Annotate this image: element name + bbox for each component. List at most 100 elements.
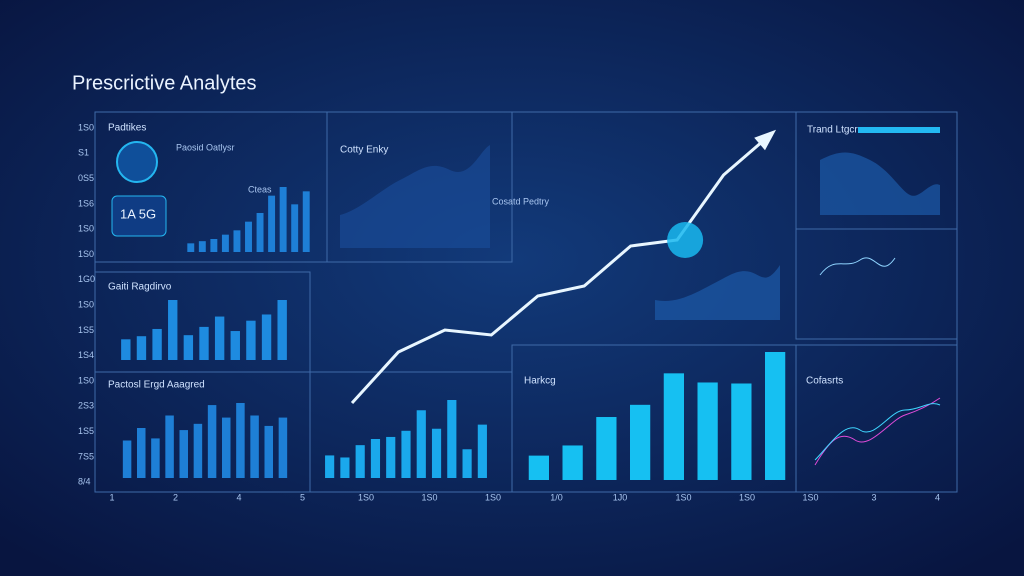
bar bbox=[302, 191, 310, 252]
bar bbox=[207, 405, 217, 478]
panel-title: Padtikes bbox=[108, 123, 146, 134]
line-deco bbox=[819, 257, 896, 276]
panel-title: Trand Ltgcr bbox=[807, 125, 858, 136]
axis-label: 1S4 bbox=[78, 350, 94, 360]
bar bbox=[193, 423, 203, 478]
bar bbox=[222, 417, 231, 478]
bar bbox=[233, 230, 241, 252]
bar bbox=[697, 382, 718, 480]
panel-title: Cofasrts bbox=[806, 376, 843, 387]
bar bbox=[630, 404, 651, 480]
axis-label: 1S0 bbox=[78, 375, 94, 385]
progress bbox=[858, 127, 940, 133]
highlight bbox=[667, 222, 704, 258]
bar bbox=[765, 352, 786, 480]
axis-label: 8/4 bbox=[78, 477, 91, 487]
axis-label: 1S5 bbox=[78, 426, 94, 436]
panels bbox=[94, 111, 958, 493]
panel bbox=[795, 228, 958, 340]
arrow-head bbox=[754, 129, 777, 151]
axis-label: 1S0 bbox=[358, 492, 374, 502]
bar bbox=[198, 241, 206, 252]
bar bbox=[168, 300, 178, 360]
axis-label: 1S0 bbox=[802, 492, 818, 502]
bar bbox=[370, 439, 381, 478]
bar bbox=[278, 417, 288, 478]
bar bbox=[663, 373, 684, 480]
axis-label: 0S5 bbox=[78, 173, 94, 183]
axis-label: 1S0 bbox=[675, 492, 691, 502]
bar bbox=[236, 403, 245, 478]
bar bbox=[386, 436, 396, 478]
axis-label: 4 bbox=[236, 492, 241, 502]
panel-title: Gaiti Ragdirvo bbox=[108, 282, 172, 293]
label: Cosatd Pedtry bbox=[492, 196, 550, 206]
page-title: Prescrictive Analytes bbox=[72, 72, 257, 94]
stat-value: 1A 5G bbox=[120, 206, 156, 221]
bar bbox=[179, 430, 188, 478]
axis-label: 1S0 bbox=[78, 249, 94, 259]
bar bbox=[416, 410, 426, 478]
area-deco bbox=[655, 265, 780, 320]
axis-label: 1G0 bbox=[78, 274, 95, 284]
bar bbox=[246, 320, 256, 360]
bar bbox=[528, 455, 549, 480]
bar bbox=[596, 417, 617, 480]
axis-label: 4 bbox=[935, 492, 940, 502]
line-deco bbox=[814, 397, 941, 466]
bar bbox=[256, 213, 264, 252]
bar bbox=[291, 204, 299, 252]
axis-label: 1/0 bbox=[550, 492, 563, 502]
bar bbox=[447, 400, 457, 478]
axis-label: 1S0 bbox=[485, 492, 501, 502]
bar bbox=[401, 430, 411, 478]
panel bbox=[326, 111, 513, 263]
bar bbox=[250, 415, 259, 478]
axis-label: 1S0 bbox=[739, 492, 755, 502]
bar bbox=[221, 234, 229, 252]
bar bbox=[245, 221, 252, 252]
bar bbox=[187, 243, 195, 252]
bar bbox=[210, 239, 218, 252]
panel-title: Pactosl Ergd Aaagred bbox=[108, 380, 205, 391]
axis-label: S1 bbox=[78, 148, 89, 158]
stat-card bbox=[111, 195, 167, 237]
axis-label: 1J0 bbox=[613, 492, 628, 502]
axis-label: 1S0 bbox=[78, 122, 94, 132]
panel-title: Harkcg bbox=[524, 376, 556, 387]
bar bbox=[165, 415, 174, 478]
label: Paosid Oatlysr bbox=[176, 142, 235, 152]
axis-label: 7S5 bbox=[78, 451, 94, 461]
axis-label: 1 bbox=[109, 492, 114, 502]
axis-label: 1S5 bbox=[78, 325, 94, 335]
bar bbox=[214, 316, 225, 360]
bar bbox=[277, 300, 287, 360]
trend-line bbox=[350, 133, 771, 405]
bar bbox=[462, 449, 472, 478]
bar bbox=[355, 445, 365, 478]
bar bbox=[261, 314, 272, 360]
bar bbox=[562, 445, 583, 480]
axis-label: 1S6 bbox=[78, 198, 94, 208]
label: Cteas bbox=[248, 184, 272, 194]
bar bbox=[122, 440, 132, 478]
panel bbox=[795, 344, 958, 493]
bar bbox=[199, 326, 209, 360]
bar bbox=[121, 339, 131, 360]
axis-label: 1S0 bbox=[78, 299, 94, 309]
bar bbox=[325, 455, 335, 478]
bar bbox=[137, 428, 146, 478]
area-deco bbox=[340, 145, 490, 248]
bar bbox=[340, 457, 350, 478]
bar bbox=[136, 336, 147, 360]
axis-label: 3 bbox=[871, 492, 876, 502]
bar bbox=[152, 328, 162, 360]
bar bbox=[151, 438, 160, 478]
bar bbox=[264, 425, 273, 478]
bar bbox=[279, 187, 287, 252]
avatar bbox=[116, 141, 158, 183]
bar bbox=[268, 195, 276, 252]
axis-label: 2S3 bbox=[78, 401, 94, 411]
bar bbox=[230, 331, 240, 360]
